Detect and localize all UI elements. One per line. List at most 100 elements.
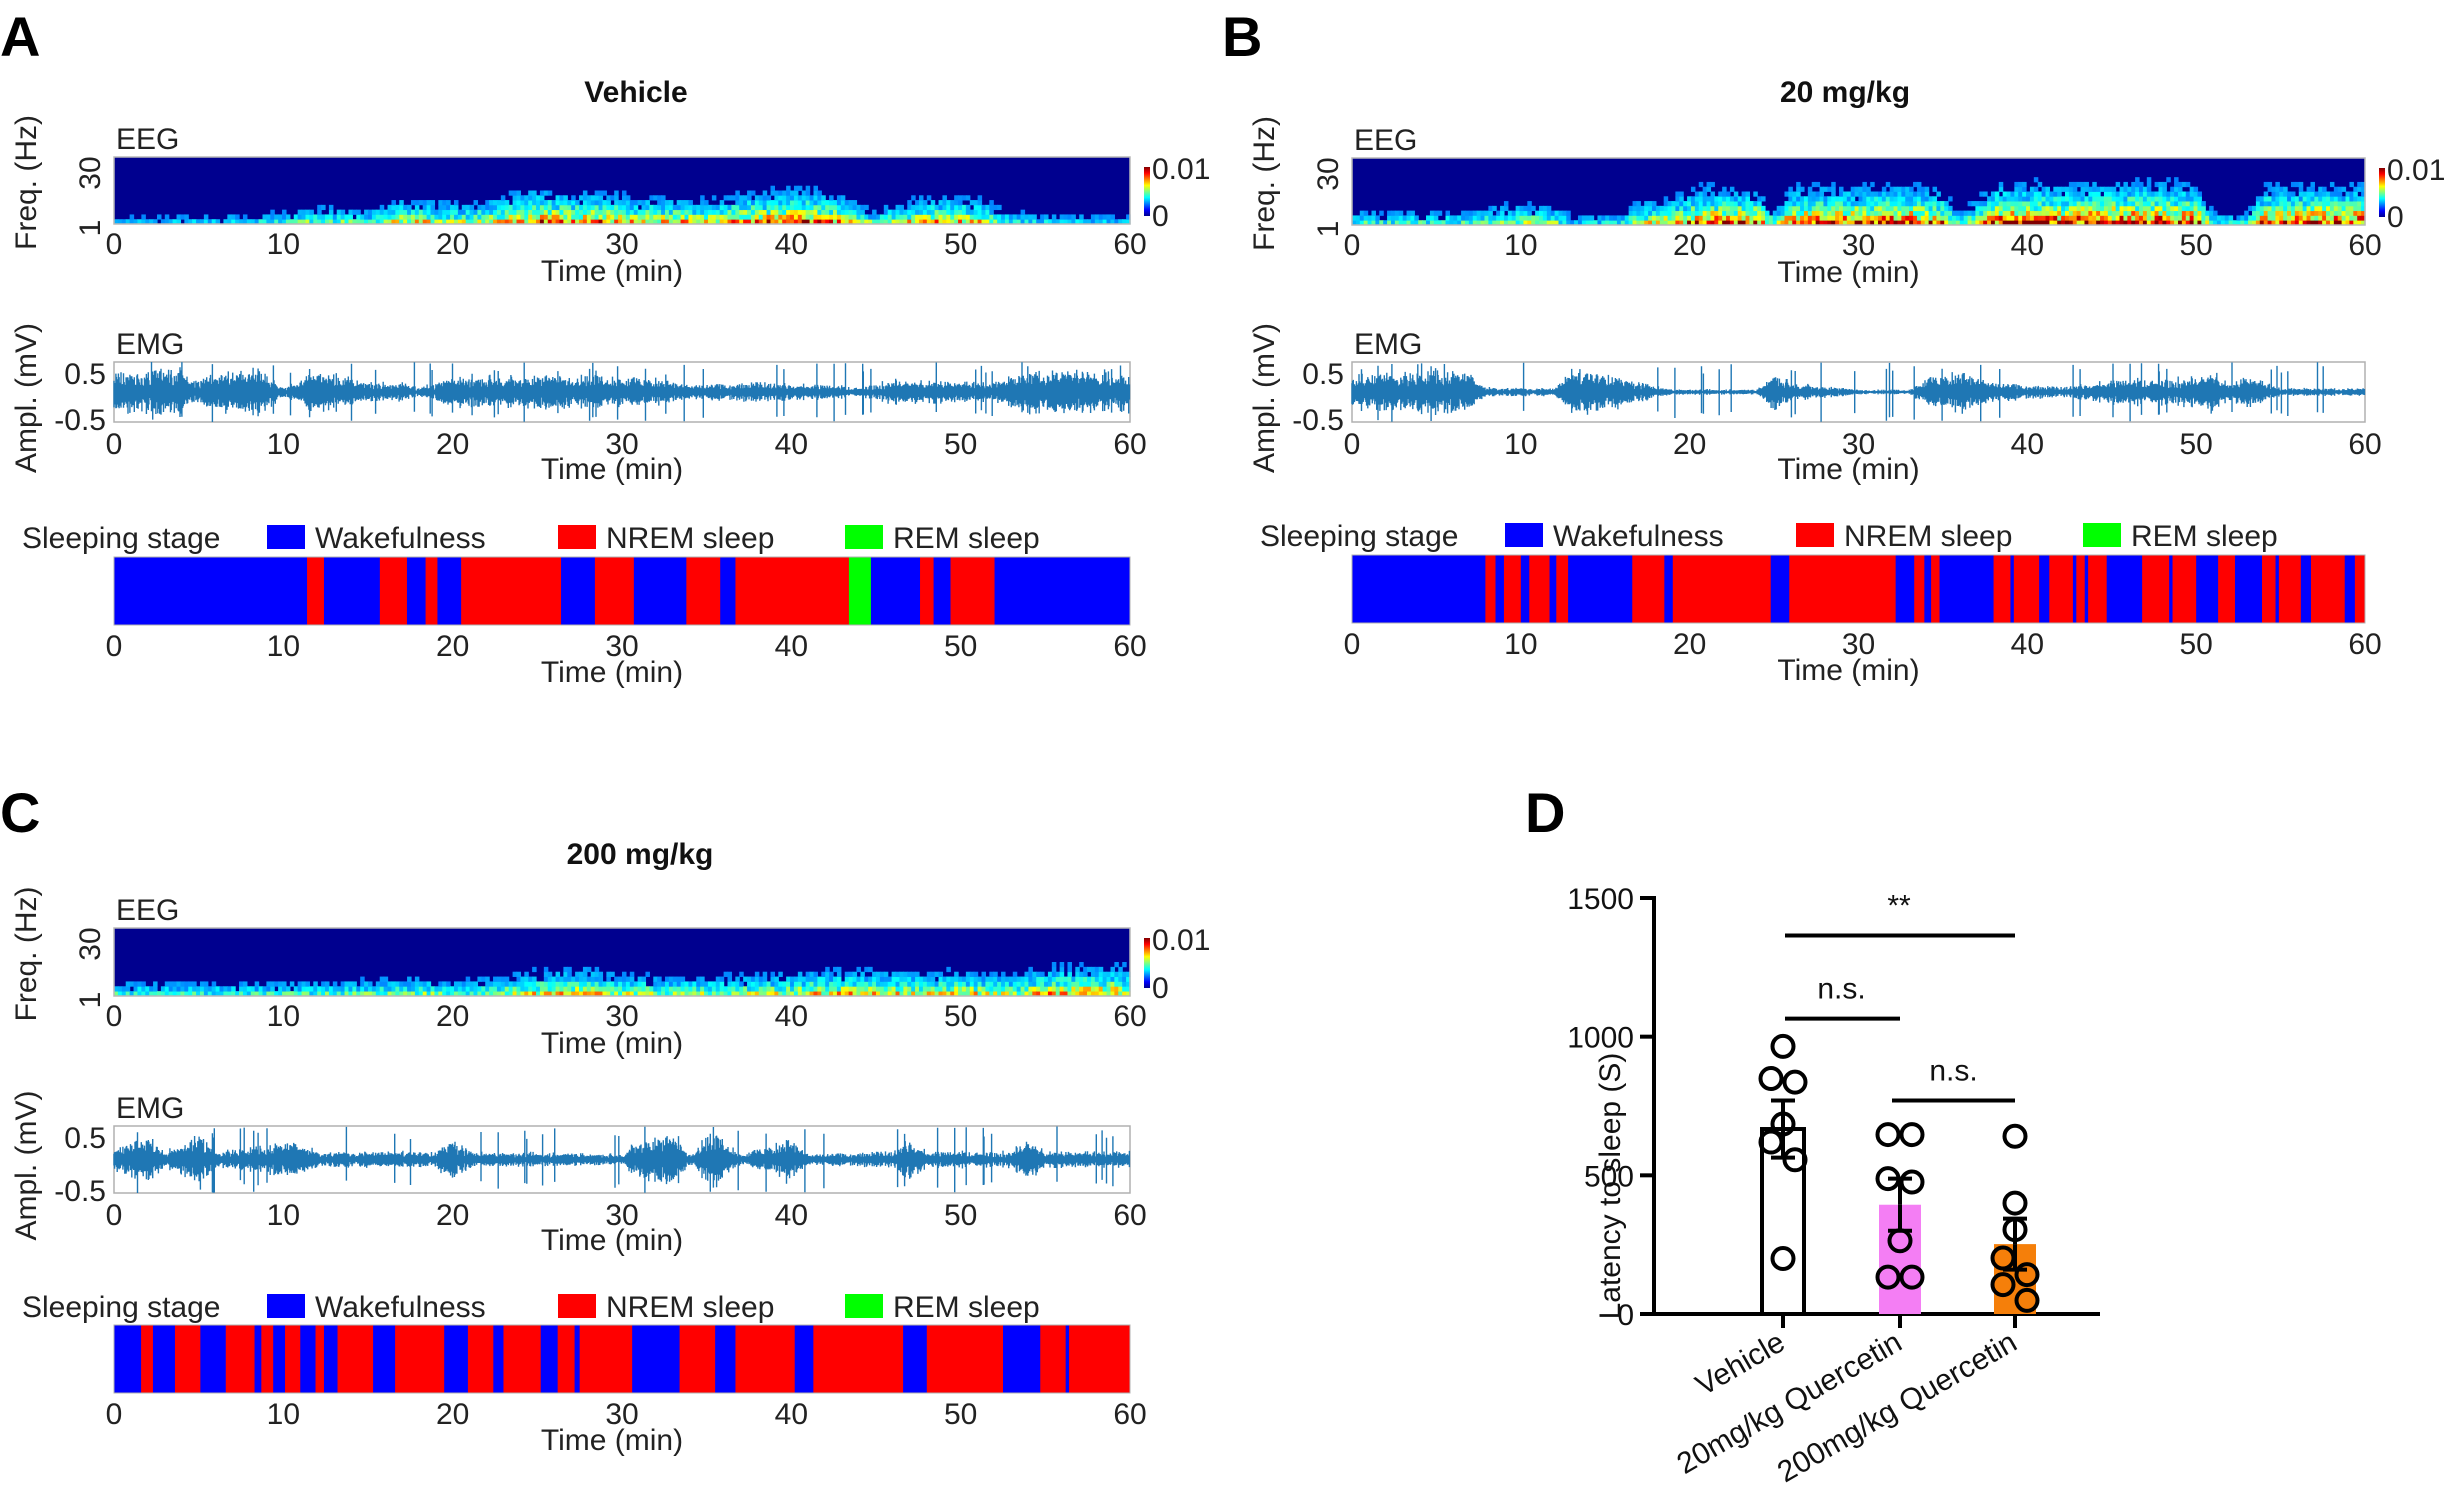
eeg-cell [1550, 210, 1556, 216]
eeg-cell [743, 991, 748, 997]
eeg-cell [1889, 186, 1895, 192]
eeg-cell [614, 195, 619, 201]
emg-signal [113, 1126, 1131, 1193]
eeg-cell [1484, 210, 1489, 216]
eeg-cell [332, 219, 338, 225]
eeg-cell [883, 214, 889, 220]
eeg-cell [977, 981, 983, 987]
eeg-cell [2041, 215, 2047, 221]
eeg-cell [1827, 205, 1832, 212]
eeg-cell [2084, 220, 2089, 226]
eeg-cell [2306, 215, 2312, 221]
eeg-cell [2318, 191, 2323, 197]
eeg-cell [688, 200, 693, 206]
legend-swatch-2 [2083, 523, 2121, 547]
eeg-cell [516, 991, 521, 997]
eeg-cell [762, 195, 768, 201]
eeg-cell [547, 190, 553, 196]
eeg-cell [254, 219, 260, 225]
eeg-cell [2084, 210, 2089, 216]
eeg-cell [2029, 191, 2035, 197]
eeg-cell [532, 190, 537, 196]
eeg-cell [536, 200, 541, 206]
eeg-cell [852, 214, 858, 220]
eeg-cell [1874, 191, 1879, 197]
eeg-cell [508, 991, 514, 997]
eeg-cell [1480, 220, 1486, 226]
eeg-cell [672, 204, 678, 211]
eeg-cell [598, 209, 604, 215]
eeg-cell [270, 986, 275, 992]
hypnogram-segment-wake [1770, 555, 1790, 623]
eeg-cell [2026, 196, 2031, 202]
eeg-cell [805, 185, 811, 191]
eeg-cell [793, 976, 799, 982]
eeg-cell [575, 971, 580, 977]
eeg-cell [321, 986, 326, 992]
eeg-cell [672, 981, 678, 987]
eeg-cell [2053, 205, 2058, 212]
eeg-cell [985, 204, 990, 211]
eeg-cell [891, 976, 897, 982]
eeg-cell [805, 209, 811, 215]
eeg-cell [1866, 220, 1871, 226]
eeg-cell [1815, 205, 1821, 212]
eeg-cell [192, 991, 197, 997]
eeg-cell [1087, 991, 1092, 997]
eeg-cell [2041, 191, 2047, 197]
eeg-cell [719, 976, 725, 982]
eeg-cell [1418, 220, 1423, 226]
eeg-cell [258, 219, 264, 225]
eeg-cell [2294, 220, 2300, 226]
legend-item-label: NREM sleep [606, 1291, 774, 1324]
eeg-cell [1694, 205, 1700, 212]
eeg-cell [942, 195, 947, 201]
eeg-cell [637, 976, 643, 982]
eeg-cell [1363, 215, 1369, 221]
eeg-cell [973, 976, 979, 982]
legend-item-label: Wakefulness [315, 1291, 486, 1324]
eeg-cell [606, 976, 611, 982]
eeg-cell [364, 214, 369, 220]
eeg-cell [2150, 215, 2156, 221]
eeg-cell [532, 195, 537, 201]
hypnogram-segment-wake [540, 1325, 559, 1393]
eeg-cell [1846, 196, 1852, 202]
eeg-cell [1975, 220, 1980, 226]
eeg-label: EEG [116, 894, 179, 927]
eeg-cell [1492, 205, 1497, 212]
eeg-cell [1047, 976, 1053, 982]
eeg-cell [969, 981, 975, 987]
eeg-cell [336, 209, 342, 215]
eeg-cell [2014, 196, 2019, 202]
eeg-cell [895, 976, 901, 982]
eeg-cell [1932, 215, 1938, 221]
hypnogram-segment-nrem [735, 1325, 796, 1393]
eeg-cell [1916, 186, 1922, 192]
eeg-cell [1718, 196, 1723, 202]
eeg-cell [532, 981, 537, 987]
eeg-cell [1916, 215, 1922, 221]
eeg-cell [360, 219, 365, 225]
eeg-cell [543, 991, 549, 997]
eeg-cell [1698, 181, 1704, 188]
eeg-cell [930, 200, 936, 206]
eeg-cell [797, 981, 803, 987]
eeg-cell [1811, 196, 1817, 202]
eeg-cell [696, 976, 701, 982]
eeg-cell [500, 200, 506, 206]
eeg-x-tick-label: 20 [1673, 229, 1706, 262]
eeg-cell [793, 195, 799, 201]
eeg-cell [735, 204, 740, 211]
eeg-y-tick-label: 30 [74, 156, 107, 189]
eeg-cell [1710, 220, 1715, 226]
hypnogram-segment-nrem [425, 557, 438, 625]
eeg-cell [2026, 201, 2031, 207]
hypnogram-segment-wake [1549, 555, 1557, 623]
eeg-cell [653, 204, 658, 211]
eeg-x-tick-label: 50 [2179, 229, 2212, 262]
eeg-cell [911, 195, 916, 201]
eeg-cell [676, 991, 682, 997]
eeg-cell [743, 214, 748, 220]
eeg-cell [1796, 191, 1801, 197]
